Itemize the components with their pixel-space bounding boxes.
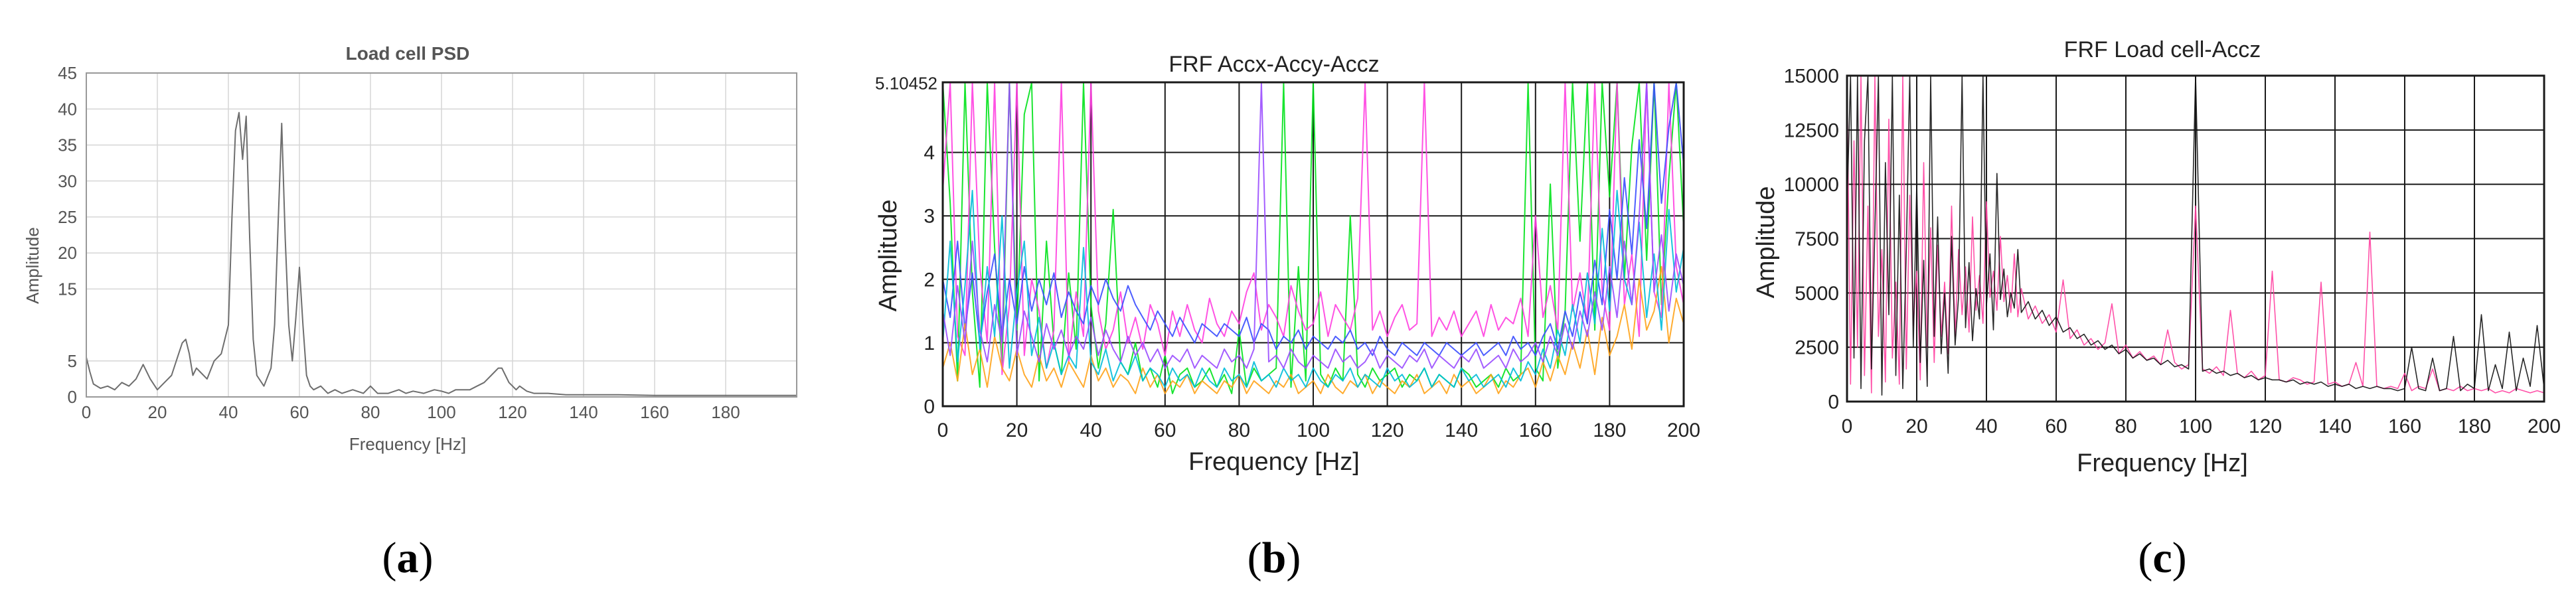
chart-c: FRF Load cell-Accz 0 20 40 60 80 100 120 140 160… bbox=[1752, 37, 2561, 582]
chart-b-xtick-3: 60 bbox=[1154, 419, 1176, 441]
chart-b-xtick-0: 0 bbox=[937, 419, 949, 441]
chart-c-xlabel: Frequency [Hz] bbox=[2077, 449, 2248, 477]
chart-c-xtick-6: 120 bbox=[2249, 416, 2282, 437]
chart-c-xtick-8: 160 bbox=[2388, 416, 2421, 437]
chart-a-ytick-5: 30 bbox=[58, 171, 77, 191]
chart-a-frame bbox=[86, 72, 797, 398]
chart-c-caption-close: ) bbox=[2172, 534, 2187, 582]
chart-c-ytick-6: 15000 bbox=[1784, 66, 1839, 88]
chart-c-xtick-4: 80 bbox=[2115, 416, 2136, 437]
chart-a-ytick-7: 40 bbox=[58, 99, 77, 119]
chart-c-xtick-2: 40 bbox=[1975, 416, 1997, 437]
chart-a-xtick-0: 0 bbox=[82, 402, 91, 422]
chart-a-xtick-9: 180 bbox=[711, 402, 740, 422]
chart-c-xtick-9: 180 bbox=[2458, 416, 2491, 437]
chart-b-ytick-0: 0 bbox=[924, 396, 935, 418]
chart-c-frame bbox=[1846, 74, 2545, 403]
chart-a-caption: (a) bbox=[382, 534, 434, 582]
chart-a-xtick-5: 100 bbox=[427, 402, 455, 422]
chart-b-series-1 bbox=[942, 82, 1684, 376]
chart-a-series-0 bbox=[86, 112, 797, 396]
chart-c-title: FRF Load cell-Accz bbox=[2064, 37, 2261, 62]
chart-a-ytick-1: 5 bbox=[68, 351, 77, 371]
chart-a-ytick-3: 20 bbox=[58, 243, 77, 263]
chart-c-ytick-5: 12500 bbox=[1784, 119, 1839, 141]
chart-b-caption: (b) bbox=[1248, 534, 1301, 582]
chart-a-caption-close: ) bbox=[419, 534, 434, 582]
chart-b-ytick-3: 3 bbox=[924, 206, 935, 228]
chart-c-ytick-1: 2500 bbox=[1795, 337, 1839, 359]
chart-a-caption-open: ( bbox=[382, 534, 397, 582]
chart-a-ytick-4: 25 bbox=[58, 207, 77, 227]
chart-b-xlabel: Frequency [Hz] bbox=[1188, 448, 1360, 476]
chart-a-xtick-8: 160 bbox=[640, 402, 669, 422]
chart-a-xtick-1: 20 bbox=[148, 402, 167, 422]
chart-c-plot: 0 20 40 60 80 100 120 140 160 180 200 0 2500 5000 7500… bbox=[1784, 66, 2561, 438]
chart-b-xtick-10: 200 bbox=[1667, 419, 1700, 441]
chart-a-caption-letter: a bbox=[397, 534, 419, 582]
chart-c-ytick-4: 10000 bbox=[1784, 174, 1839, 196]
chart-c-caption-open: ( bbox=[2138, 534, 2152, 582]
chart-b-ylabel: Amplitude bbox=[874, 200, 902, 312]
chart-a-title: Load cell PSD bbox=[346, 43, 470, 64]
chart-b: FRF Accx-Accy-Accz 0 20 40 60 80 100 120 140 160… bbox=[874, 52, 1700, 582]
chart-b-series-4 bbox=[942, 190, 1684, 388]
chart-c-series-0 bbox=[1846, 75, 2545, 394]
chart-c-caption-letter: c bbox=[2152, 534, 2172, 582]
chart-b-xtick-5: 100 bbox=[1297, 419, 1330, 441]
chart-b-frame bbox=[941, 81, 1685, 408]
chart-c-xtick-7: 140 bbox=[2318, 416, 2352, 437]
chart-c-ytick-0: 0 bbox=[1828, 392, 1839, 414]
chart-a-xtick-6: 120 bbox=[498, 402, 526, 422]
chart-a-xtick-3: 60 bbox=[290, 402, 309, 422]
chart-b-ytick-max: 5.10452 bbox=[875, 74, 937, 94]
chart-a-xtick-7: 140 bbox=[569, 402, 598, 422]
chart-a-xtick-4: 80 bbox=[361, 402, 380, 422]
chart-b-series-3 bbox=[942, 265, 1684, 394]
chart-b-title: FRF Accx-Accy-Accz bbox=[1168, 52, 1379, 77]
chart-a-ytick-6: 35 bbox=[58, 135, 77, 155]
chart-c-series-1 bbox=[1846, 75, 2545, 396]
chart-c-ytick-2: 5000 bbox=[1795, 283, 1839, 305]
chart-b-plot: 0 20 40 60 80 100 120 140 160 180 200 0 1 2 3 4 5.10452 bbox=[875, 74, 1700, 442]
chart-c-xtick-0: 0 bbox=[1842, 416, 1853, 437]
chart-b-caption-close: ) bbox=[1286, 534, 1301, 582]
chart-c-caption: (c) bbox=[2138, 534, 2186, 582]
chart-b-xtick-8: 160 bbox=[1519, 419, 1552, 441]
chart-a-ytick-8: 45 bbox=[58, 63, 77, 83]
chart-a: Load cell PSD 0 20 40 60 80 100 120 140 160 180 0 5… bbox=[23, 43, 797, 582]
chart-b-xtick-6: 120 bbox=[1371, 419, 1404, 441]
chart-b-series-5 bbox=[942, 82, 1684, 369]
chart-a-ytick-2: 15 bbox=[58, 279, 77, 299]
chart-a-xtick-2: 40 bbox=[219, 402, 238, 422]
chart-c-ytick-3: 7500 bbox=[1795, 228, 1839, 250]
chart-c-xtick-3: 60 bbox=[2045, 416, 2067, 437]
chart-b-ytick-2: 2 bbox=[924, 269, 935, 291]
chart-b-ytick-1: 1 bbox=[924, 333, 935, 354]
chart-b-xtick-7: 140 bbox=[1445, 419, 1478, 441]
chart-c-xtick-5: 100 bbox=[2179, 416, 2212, 437]
chart-b-xtick-2: 40 bbox=[1080, 419, 1102, 441]
chart-c-xtick-10: 200 bbox=[2528, 416, 2561, 437]
chart-b-xtick-9: 180 bbox=[1593, 419, 1626, 441]
chart-c-ylabel: Amplitude bbox=[1752, 187, 1780, 299]
chart-b-caption-letter: b bbox=[1262, 534, 1287, 582]
chart-b-ytick-4: 4 bbox=[924, 142, 935, 164]
chart-a-plot: 0 20 40 60 80 100 120 140 160 180 0 5 15 20 25 30 35 40 45 bbox=[58, 63, 797, 422]
chart-c-xtick-1: 20 bbox=[1905, 416, 1927, 437]
chart-b-caption-open: ( bbox=[1248, 534, 1262, 582]
chart-b-xtick-4: 80 bbox=[1228, 419, 1250, 441]
chart-a-ylabel: Amplitude bbox=[23, 227, 42, 304]
chart-a-xlabel: Frequency [Hz] bbox=[349, 434, 466, 454]
chart-b-xtick-1: 20 bbox=[1006, 419, 1028, 441]
chart-a-ytick-0: 0 bbox=[68, 387, 77, 407]
